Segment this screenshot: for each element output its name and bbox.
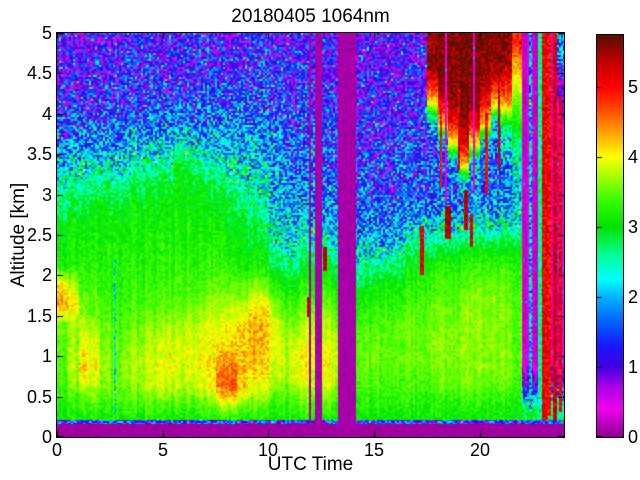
y-tick-label: 1 [41, 346, 52, 366]
y-tick-label: 4.5 [26, 63, 52, 83]
colorbar-tick-label: 4 [628, 147, 639, 167]
plot-border [56, 32, 565, 438]
y-tick-label: 2 [41, 265, 52, 285]
y-tick-label: 1.5 [26, 306, 52, 326]
y-tick-label: 0 [41, 427, 52, 447]
colorbar-tick-label: 2 [628, 287, 639, 307]
y-tick-label: 5 [41, 23, 52, 43]
y-tick-label: 3.5 [26, 144, 52, 164]
colorbar-tick-label: 0 [628, 427, 639, 447]
y-tick-label: 4 [41, 104, 52, 124]
colorbar-tick-label: 3 [628, 217, 639, 237]
x-tick-label: 5 [157, 440, 168, 460]
x-tick-label: 20 [469, 440, 491, 460]
colorbar-tick-label: 5 [628, 77, 639, 97]
x-tick-label: 15 [363, 440, 385, 460]
y-tick-label: 2.5 [26, 225, 52, 245]
colorbar-canvas [597, 35, 623, 437]
y-tick-label: 0.5 [26, 387, 52, 407]
y-tick-label: 3 [41, 185, 52, 205]
x-tick-label: 0 [51, 440, 62, 460]
x-tick-label: 10 [257, 440, 279, 460]
colorbar-tick-label: 1 [628, 357, 639, 377]
heatmap-canvas [57, 33, 564, 437]
colorbar-border [596, 34, 624, 438]
x-axis-label: UTC Time [267, 454, 354, 475]
chart-title: 20180405 1064nm [231, 6, 390, 27]
